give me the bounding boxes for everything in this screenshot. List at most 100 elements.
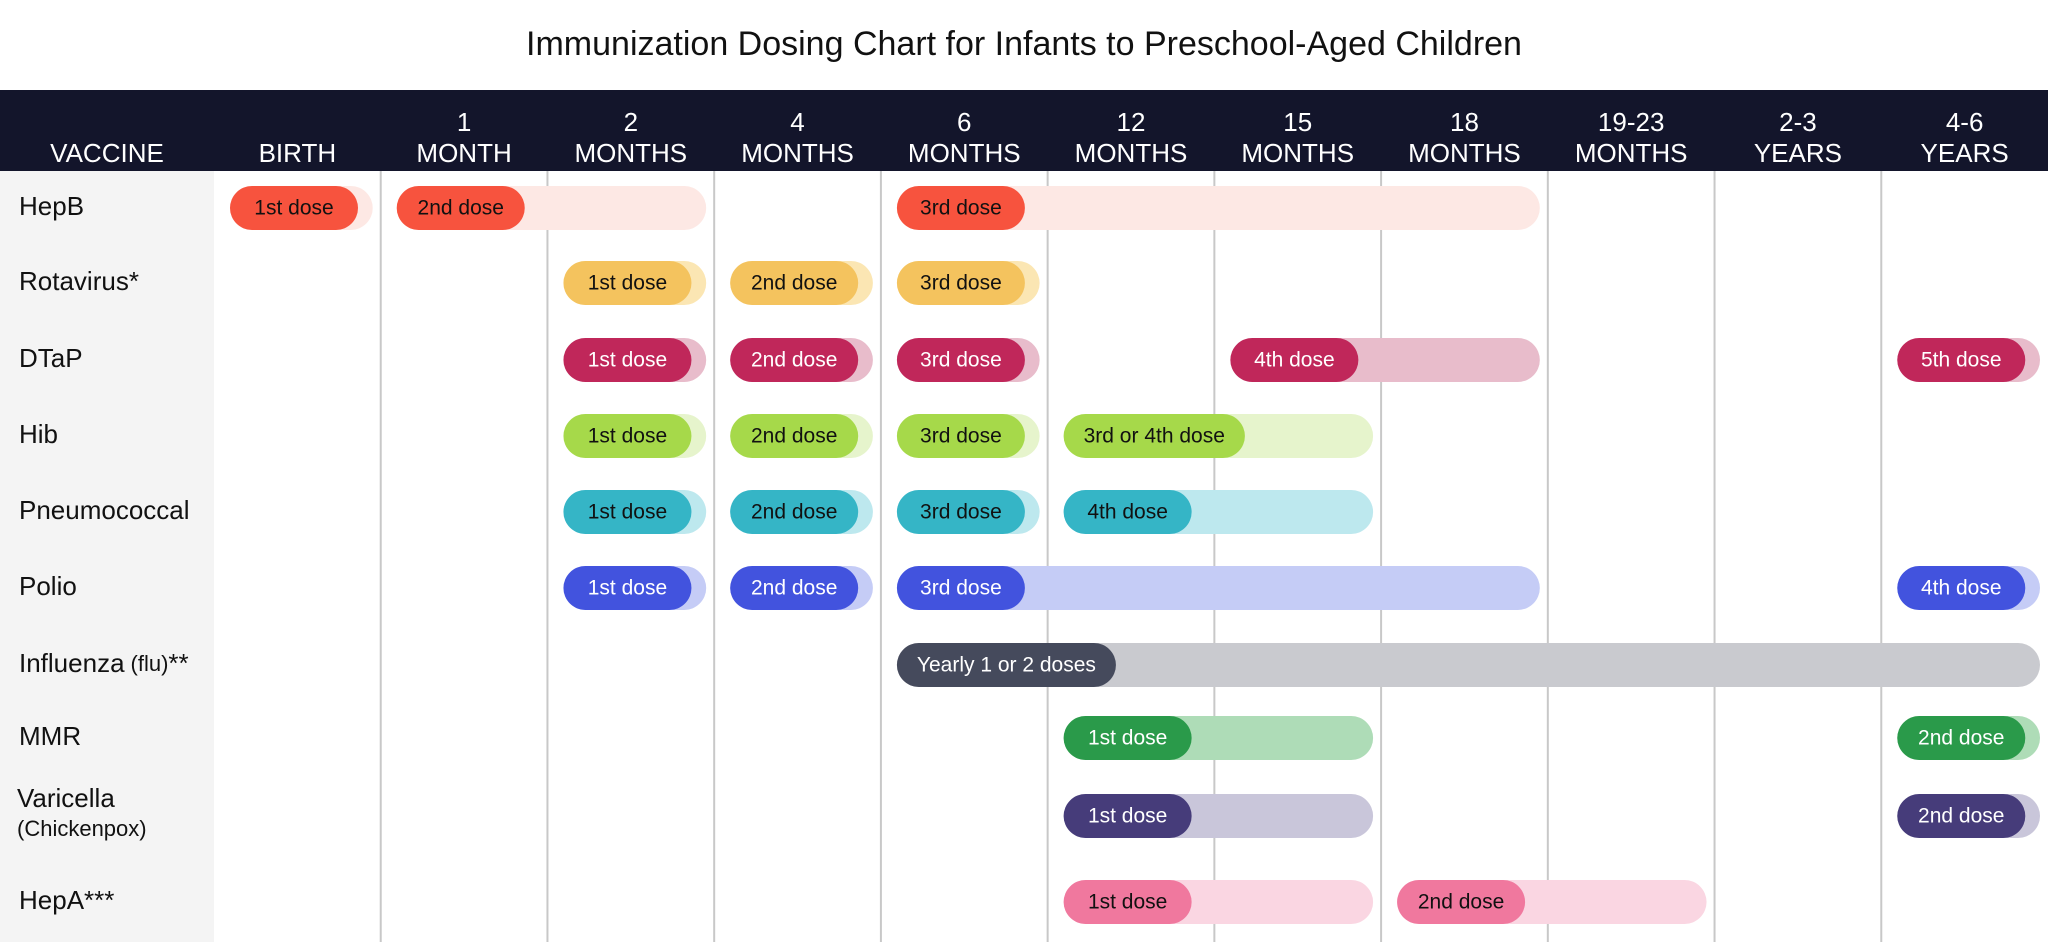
- dose-label: 3rd dose: [920, 349, 1002, 372]
- column-header: MONTHS: [908, 138, 1021, 168]
- column-header: 18: [1450, 107, 1479, 137]
- dose-label: 5th dose: [1921, 349, 2002, 372]
- dose-label: 2nd dose: [751, 501, 837, 524]
- dose-pill: [563, 261, 692, 305]
- dose-label: 3rd dose: [920, 272, 1002, 295]
- column-header: 6: [957, 107, 971, 137]
- vaccine-suffix: **: [168, 648, 188, 678]
- column-header: 4-6: [1946, 107, 1984, 137]
- dose-pill: [1897, 794, 2026, 838]
- dose-label: 3rd dose: [920, 197, 1002, 220]
- dose-pill: [1897, 716, 2026, 760]
- dose-pill: [1063, 794, 1192, 838]
- dose-pill: [730, 338, 859, 382]
- dose-pill: [1063, 716, 1192, 760]
- dose-pill: [563, 566, 692, 610]
- dose-pill: [1897, 566, 2026, 610]
- dose-label: 1st dose: [1088, 805, 1167, 828]
- column-header: MONTHS: [1241, 138, 1354, 168]
- vaccine-column: [0, 171, 214, 942]
- dose-pill: [896, 490, 1025, 534]
- dose-pill: [1063, 880, 1192, 924]
- dose-label: 3rd or 4th dose: [1084, 425, 1225, 448]
- vaccine-name: Polio: [19, 571, 77, 601]
- dose-label: 4th dose: [1254, 349, 1335, 372]
- dose-label: 2nd dose: [751, 425, 837, 448]
- dose-label: 3rd dose: [920, 577, 1002, 600]
- dose-pill: [896, 338, 1025, 382]
- dose-pill: [730, 490, 859, 534]
- column-header: 15: [1283, 107, 1312, 137]
- vaccine-name: MMR: [19, 721, 81, 751]
- dose-pill: [563, 414, 692, 458]
- dose-pill: [896, 566, 1025, 610]
- dose-label: 2nd dose: [751, 577, 837, 600]
- dose-label: 3rd dose: [920, 425, 1002, 448]
- column-header: MONTH: [416, 138, 511, 168]
- dose-pill: [396, 186, 525, 230]
- column-header: 4: [790, 107, 804, 137]
- dose-pill: [563, 338, 692, 382]
- dose-label: 2nd dose: [1418, 891, 1504, 914]
- vaccine-name-text: Rotavirus*: [19, 266, 139, 296]
- title: Immunization Dosing Chart for Infants to…: [526, 25, 1522, 63]
- dose-label: Yearly 1 or 2 doses: [917, 654, 1096, 677]
- dose-label: 2nd dose: [1918, 805, 2004, 828]
- dose-label: 1st dose: [1088, 727, 1167, 750]
- vaccine-name-text: Polio: [19, 571, 77, 601]
- dose-pill: [730, 414, 859, 458]
- column-header: 19-23: [1598, 107, 1665, 137]
- dose-label: 4th dose: [1921, 577, 2002, 600]
- column-header: 2-3: [1779, 107, 1817, 137]
- vaccine-name: Hib: [19, 419, 58, 449]
- dose-label: 1st dose: [588, 349, 667, 372]
- dose-pill: [1063, 490, 1192, 534]
- dose-pill: [1897, 338, 2026, 382]
- dose-label: 1st dose: [588, 425, 667, 448]
- dose-label: 1st dose: [588, 272, 667, 295]
- column-header: 2: [624, 107, 638, 137]
- dose-label: 2nd dose: [1918, 727, 2004, 750]
- dose-pill: [730, 261, 859, 305]
- vaccine-name: Pneumococcal: [19, 495, 190, 525]
- vaccine-name: Rotavirus*: [19, 266, 139, 296]
- vaccine-name: DTaP: [19, 343, 83, 373]
- column-header: MONTHS: [741, 138, 854, 168]
- dose-range: [896, 186, 1540, 230]
- vaccine-name: HepB: [19, 191, 84, 221]
- column-header: 1: [457, 107, 471, 137]
- column-header: MONTHS: [574, 138, 687, 168]
- dose-label: 4th dose: [1087, 501, 1168, 524]
- vaccine-subtitle: (Chickenpox): [17, 816, 147, 841]
- dose-pill: [730, 566, 859, 610]
- dose-label: 3rd dose: [920, 501, 1002, 524]
- vaccine-name: Varicella: [17, 783, 115, 813]
- vaccine-name-text: Influenza: [19, 648, 125, 678]
- dose-label: 2nd dose: [751, 272, 837, 295]
- column-header: MONTHS: [1075, 138, 1188, 168]
- dose-range: [896, 643, 2040, 687]
- dose-label: 1st dose: [588, 577, 667, 600]
- dose-pill: [896, 186, 1025, 230]
- vaccine-name-text: DTaP: [19, 343, 83, 373]
- vaccine-name-text: Pneumococcal: [19, 495, 190, 525]
- dose-label: 2nd dose: [751, 349, 837, 372]
- dose-pill: [1397, 880, 1526, 924]
- dose-pill: [1063, 414, 1245, 458]
- column-header: YEARS: [1921, 138, 2009, 168]
- dose-pill: [1230, 338, 1359, 382]
- header-band: [0, 90, 2048, 171]
- dose-pill: [230, 186, 358, 230]
- column-header: MONTHS: [1575, 138, 1688, 168]
- column-header: YEARS: [1754, 138, 1842, 168]
- vaccine-name-text: HepB: [19, 191, 84, 221]
- dose-pill: [563, 490, 692, 534]
- vaccine-name: HepA***: [19, 885, 114, 915]
- dose-label: 1st dose: [254, 197, 333, 220]
- column-header: BIRTH: [259, 138, 337, 168]
- column-header: MONTHS: [1408, 138, 1521, 168]
- dose-pill: [896, 643, 1116, 687]
- vaccine-name-text: Hib: [19, 419, 58, 449]
- vaccine-name-text: MMR: [19, 721, 81, 751]
